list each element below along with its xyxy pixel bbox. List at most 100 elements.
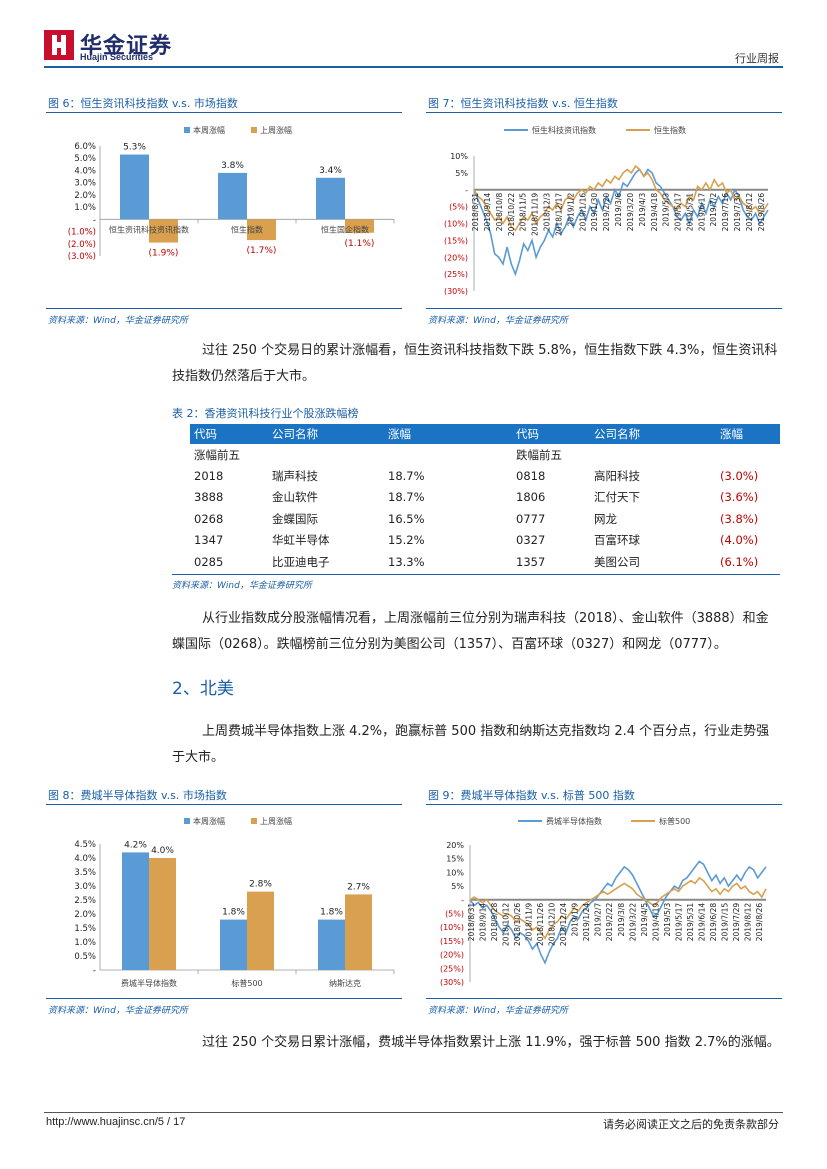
table-row: 0268 金蝶国际 16.5% 0777 网龙 (3.8%) — [190, 508, 780, 529]
x-tick-label: 2019/7/2 — [709, 193, 718, 227]
fig8-chart: 本周涨幅 上周涨幅 4.5% 4.0% 3.5% 3.0% 2.5% 2.0% 1.5% 1.0%… — [74, 816, 395, 988]
series-line — [473, 164, 769, 232]
table2-title: 表 2：香港资讯科技行业个股涨跌幅榜 — [172, 407, 359, 420]
y-tick-label: 5.0% — [74, 154, 96, 164]
data-label: (1.9%) — [149, 249, 179, 259]
x-tick-label: 2019/4/18 — [650, 193, 659, 232]
x-tick-label: 2019/1/16 — [578, 193, 587, 232]
cell: 1347 — [194, 533, 224, 548]
series-line — [469, 860, 767, 965]
fig8-rule — [46, 804, 402, 805]
x-tick-label: 2018/9/14 — [483, 193, 492, 232]
table2-bottom-rule — [172, 574, 780, 575]
cell: 2018 — [194, 469, 224, 484]
y-tick-label: - — [93, 215, 96, 225]
cell: 13.3% — [388, 554, 425, 569]
x-tick-label: 2019/3/8 — [617, 903, 626, 937]
cell: 比亚迪电子 — [272, 554, 330, 569]
x-tick-label: 2018/11/9 — [525, 903, 534, 942]
x-tick-label: 2019/6/28 — [709, 903, 718, 942]
cell: 美图公司 — [594, 554, 640, 569]
x-tick-label: 2018/10/8 — [495, 193, 504, 232]
footer-url-page[interactable]: http://www.huajinsc.cn/5 / 17 — [46, 1116, 186, 1128]
y-tick-label: 10% — [450, 152, 468, 161]
y-tick-label: - — [93, 966, 96, 976]
fig6-title: 图 6：恒生资讯科技指数 v.s. 市场指数 — [48, 97, 238, 110]
x-tick-label: 2019/5/3 — [662, 193, 671, 227]
table2: 代码 公司名称 涨幅 代码 公司名称 涨幅 涨幅前五 跌幅前五 2018 瑞声科技… — [190, 424, 780, 572]
y-tick-label: (30%) — [440, 978, 464, 987]
x-tick-label: 2018/12/10 — [548, 903, 557, 946]
series-line — [469, 876, 767, 940]
y-tick-label: 15% — [446, 855, 464, 864]
bar — [247, 219, 276, 241]
x-tick-label: 2018/8/31 — [467, 903, 476, 942]
fig7-bottom-rule — [426, 308, 782, 309]
x-tick-label: 2019/5/31 — [686, 903, 695, 942]
th-change-1: 涨幅 — [384, 424, 512, 444]
x-tick-label: 2018/10/22 — [507, 193, 516, 236]
table-row: 3888 金山软件 18.7% 1806 汇付天下 (3.6%) — [190, 487, 780, 508]
table-row: 1347 华虹半导体 15.2% 0327 百富环球 (4.0%) — [190, 530, 780, 551]
th-change-2: 涨幅 — [716, 424, 780, 444]
y-tick-label: 4.0% — [74, 166, 96, 176]
cell: (4.0%) — [720, 533, 759, 548]
cell: 高阳科技 — [594, 469, 640, 484]
bar — [220, 919, 247, 970]
x-tick-label: 2019/3/22 — [628, 903, 637, 942]
paragraph-4: 过往 250 个交易日累计涨幅，费城半导体指数累计上涨 11.9%，强于标普 5… — [202, 1035, 780, 1050]
legend-label: 本周涨幅 — [193, 816, 225, 826]
y-tick-label: 10% — [446, 868, 464, 877]
bar — [120, 154, 149, 220]
cell: 0327 — [516, 533, 546, 548]
y-tick-label: 3.0% — [74, 179, 96, 189]
bar — [247, 891, 274, 970]
x-category-label: 恒生国企指数 — [321, 224, 369, 234]
table2-source: 资料来源：Wind，华金证券研究所 — [172, 581, 312, 591]
fig7-title: 图 7：恒生资讯科技指数 v.s. 恒生指数 — [428, 97, 618, 110]
paragraph-1: 过往 250 个交易日的累计涨幅看，恒生资讯科技指数下跌 5.8%，恒生指数下跌… — [172, 343, 778, 384]
huajin-logo-icon — [44, 30, 74, 60]
legend-label: 恒生科技资讯指数 — [532, 125, 596, 135]
cell: (6.1%) — [720, 554, 759, 569]
y-tick-label: (25%) — [440, 964, 464, 973]
x-tick-label: 2019/5/17 — [674, 193, 683, 232]
th-code-2: 代码 — [512, 424, 590, 444]
fig8-title: 图 8：费城半导体指数 v.s. 市场指数 — [48, 789, 227, 802]
table-header-row: 代码 公司名称 涨幅 代码 公司名称 涨幅 — [190, 424, 780, 444]
cell: 华虹半导体 — [272, 533, 330, 548]
y-tick-label: 1.0% — [74, 938, 96, 948]
x-tick-label: 2019/4/5 — [640, 903, 649, 937]
x-tick-label: 2019/7/29 — [732, 903, 741, 942]
cell: 网龙 — [594, 511, 617, 526]
data-label: 2.8% — [249, 880, 272, 890]
data-label: 2.7% — [347, 882, 370, 892]
fig6-source: 资料来源：Wind，华金证券研究所 — [48, 316, 188, 326]
x-tick-label: 2018/11/19 — [531, 193, 540, 236]
x-tick-label: 2018/12/3 — [542, 193, 551, 232]
x-tick-label: 2019/7/16 — [721, 193, 730, 232]
table-row: 0285 比亚迪电子 13.3% 1357 美图公司 (6.1%) — [190, 551, 780, 572]
x-tick-label: 2019/6/17 — [697, 193, 706, 232]
fig7-rule — [426, 112, 782, 113]
bar — [318, 919, 345, 970]
y-tick-label: 2.5% — [74, 896, 96, 906]
x-tick-label: 2018/9/14 — [479, 903, 488, 942]
legend-swatch — [251, 127, 257, 133]
x-tick-label: 2019/4/19 — [651, 903, 660, 942]
cell: 金蝶国际 — [272, 511, 318, 526]
x-tick-label: 2018/8/31 — [471, 193, 480, 232]
bar — [218, 172, 247, 220]
y-tick-label: 4.5% — [74, 840, 96, 850]
y-tick-label: (25%) — [444, 270, 468, 279]
cell: 0818 — [516, 469, 546, 484]
cell: 瑞声科技 — [272, 469, 318, 484]
x-tick-label: 2019/8/12 — [744, 903, 753, 942]
th-name-1: 公司名称 — [268, 424, 384, 444]
bar — [345, 894, 372, 970]
data-label: 3.8% — [221, 161, 244, 171]
data-label: 4.0% — [151, 846, 174, 856]
y-tick-label: 5% — [455, 169, 468, 178]
cell: 16.5% — [388, 511, 425, 526]
y-tick-label: - — [465, 186, 468, 195]
